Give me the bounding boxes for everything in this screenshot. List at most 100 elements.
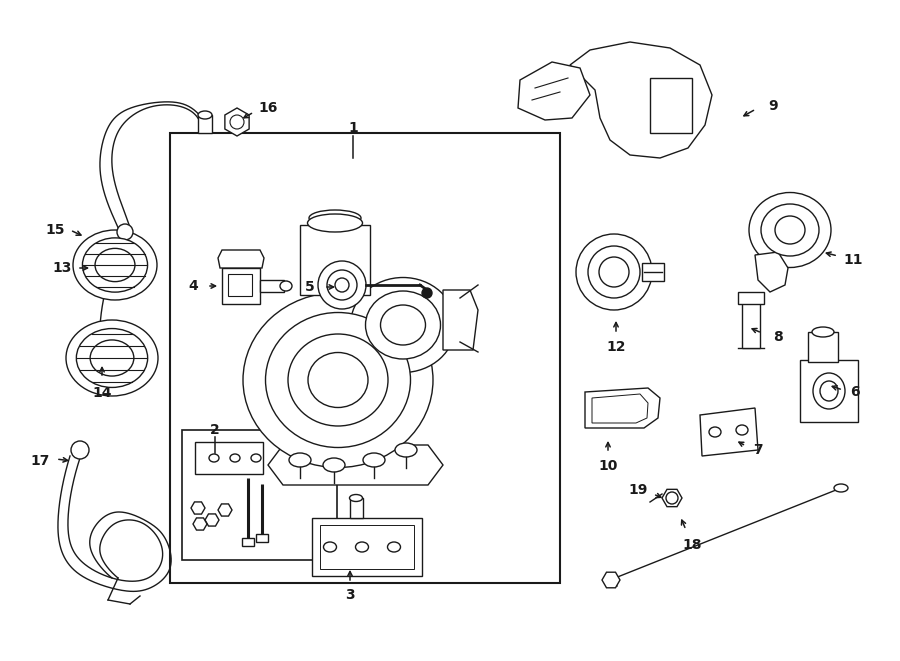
Ellipse shape [363, 453, 385, 467]
Polygon shape [602, 572, 620, 588]
Circle shape [71, 441, 89, 459]
Text: 16: 16 [258, 101, 278, 115]
Bar [228, 274, 252, 296]
Polygon shape [205, 514, 219, 526]
Text: 5: 5 [305, 280, 315, 294]
Text: 14: 14 [92, 386, 112, 400]
Polygon shape [268, 445, 443, 485]
Polygon shape [218, 504, 232, 516]
Ellipse shape [834, 484, 848, 492]
Ellipse shape [395, 443, 417, 457]
Circle shape [576, 234, 652, 310]
Polygon shape [755, 252, 788, 292]
Bar [198, 115, 212, 133]
Bar [242, 538, 254, 546]
Ellipse shape [820, 381, 838, 401]
Bar [800, 360, 858, 422]
Text: 4: 4 [188, 279, 198, 293]
Ellipse shape [709, 427, 721, 437]
Bar [350, 498, 363, 518]
Circle shape [227, 112, 247, 132]
Ellipse shape [381, 305, 426, 345]
Polygon shape [662, 489, 682, 507]
Ellipse shape [230, 454, 240, 462]
Ellipse shape [308, 214, 363, 232]
Ellipse shape [349, 494, 363, 502]
Bar [222, 268, 260, 304]
Ellipse shape [356, 542, 368, 552]
Ellipse shape [209, 454, 219, 462]
Ellipse shape [775, 216, 805, 244]
Bar [320, 525, 414, 569]
Ellipse shape [736, 425, 748, 435]
Circle shape [599, 257, 629, 287]
Text: 3: 3 [346, 588, 355, 602]
Ellipse shape [280, 281, 292, 291]
Ellipse shape [308, 352, 368, 407]
Circle shape [666, 492, 678, 504]
Polygon shape [518, 62, 590, 120]
Text: 8: 8 [773, 330, 783, 344]
Ellipse shape [90, 340, 134, 376]
Polygon shape [218, 250, 264, 268]
Ellipse shape [289, 453, 311, 467]
Ellipse shape [76, 329, 148, 387]
Text: 15: 15 [45, 223, 65, 237]
Polygon shape [225, 108, 249, 136]
Polygon shape [570, 42, 712, 158]
Circle shape [318, 261, 366, 309]
Text: 17: 17 [31, 454, 50, 468]
Ellipse shape [251, 454, 261, 462]
Text: 13: 13 [52, 261, 72, 275]
Ellipse shape [73, 230, 157, 300]
Circle shape [230, 115, 244, 129]
Ellipse shape [266, 313, 410, 447]
Circle shape [422, 288, 432, 298]
Ellipse shape [761, 204, 819, 256]
Polygon shape [585, 388, 660, 428]
Bar [182, 430, 337, 560]
Bar [170, 133, 560, 583]
Ellipse shape [388, 542, 400, 552]
Bar [808, 332, 838, 362]
Polygon shape [592, 394, 648, 423]
Bar [650, 78, 692, 133]
Polygon shape [700, 408, 758, 456]
Text: 10: 10 [598, 459, 617, 473]
Bar [260, 280, 284, 292]
Circle shape [117, 224, 133, 240]
Bar [312, 518, 422, 576]
Bar [642, 263, 664, 281]
Circle shape [588, 246, 640, 298]
Ellipse shape [813, 373, 845, 409]
Bar [195, 442, 263, 474]
Polygon shape [443, 290, 478, 350]
Text: 2: 2 [210, 423, 220, 437]
Ellipse shape [243, 293, 433, 467]
Ellipse shape [198, 111, 212, 119]
Ellipse shape [309, 210, 361, 226]
Ellipse shape [83, 238, 148, 292]
Circle shape [327, 270, 357, 300]
Bar [742, 302, 760, 348]
Text: 11: 11 [843, 253, 863, 267]
Ellipse shape [95, 249, 135, 282]
Ellipse shape [323, 542, 337, 552]
Circle shape [335, 278, 349, 292]
Ellipse shape [66, 320, 158, 396]
Text: 7: 7 [753, 443, 763, 457]
Text: 18: 18 [682, 538, 702, 552]
Ellipse shape [812, 327, 834, 337]
Text: 1: 1 [348, 121, 358, 135]
Polygon shape [193, 518, 207, 530]
Ellipse shape [749, 192, 831, 268]
Text: 9: 9 [769, 99, 778, 113]
Text: 19: 19 [628, 483, 648, 497]
Ellipse shape [365, 291, 440, 359]
Ellipse shape [323, 458, 345, 472]
Bar [256, 534, 268, 542]
Bar [300, 225, 370, 295]
Bar [738, 292, 764, 304]
Ellipse shape [288, 334, 388, 426]
Text: 12: 12 [607, 340, 625, 354]
